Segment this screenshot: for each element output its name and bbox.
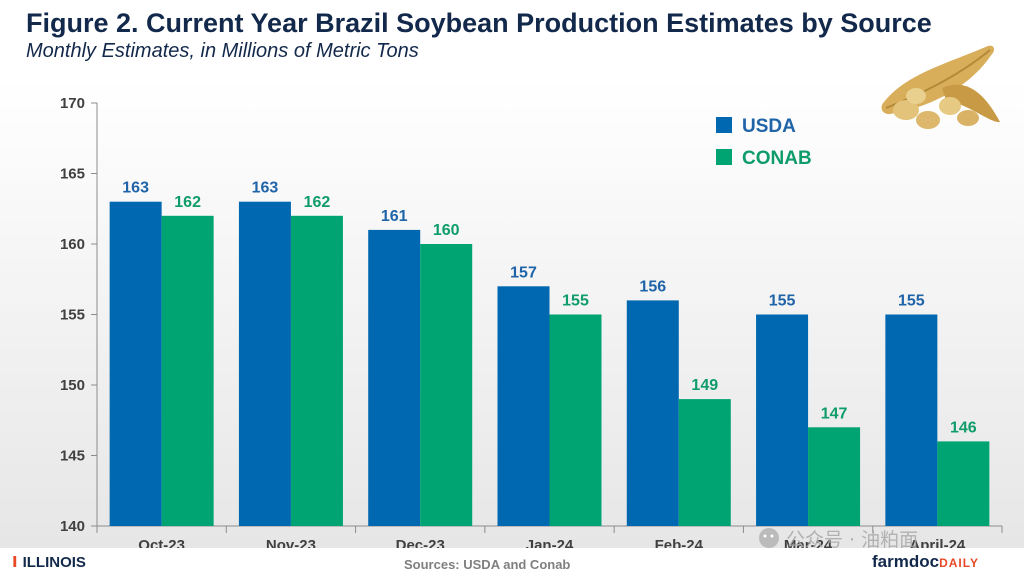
bar-usda bbox=[756, 314, 809, 526]
data-label-usda: 155 bbox=[898, 293, 925, 310]
illinois-i-icon: Ⅰ bbox=[12, 554, 18, 571]
watermark-text: 公众号 · 油粕面 bbox=[786, 529, 918, 551]
y-tick-label: 160 bbox=[60, 236, 85, 253]
illinois-label: ILLINOIS bbox=[22, 554, 86, 571]
bar-conab bbox=[808, 427, 861, 526]
data-label-conab: 162 bbox=[304, 194, 331, 211]
data-label-usda: 157 bbox=[510, 264, 537, 281]
watermark: 公众号 · 油粕面 bbox=[759, 528, 918, 551]
legend-label-conab: CONAB bbox=[742, 148, 812, 169]
y-tick-label: 165 bbox=[60, 166, 85, 183]
bar-usda bbox=[109, 201, 162, 526]
data-label-conab: 155 bbox=[562, 293, 589, 310]
bar-conab bbox=[937, 441, 990, 526]
illinois-logo: Ⅰ ILLINOIS bbox=[12, 553, 86, 571]
legend-label-usda: USDA bbox=[742, 116, 796, 137]
data-label-conab: 149 bbox=[691, 377, 718, 394]
y-tick-label: 150 bbox=[60, 377, 85, 394]
soybean-icon bbox=[881, 45, 1000, 129]
bar-conab bbox=[420, 244, 473, 526]
farmdoc-logo: farmdocDAILY bbox=[872, 552, 979, 572]
data-label-usda: 161 bbox=[381, 208, 408, 225]
y-tick-label: 140 bbox=[60, 518, 85, 535]
data-label-conab: 162 bbox=[174, 194, 201, 211]
bar-conab bbox=[678, 399, 731, 526]
y-tick-label: 170 bbox=[60, 95, 85, 112]
y-tick-label: 155 bbox=[60, 307, 85, 324]
bar-usda bbox=[368, 229, 421, 526]
bars: 163 163 161 157 156 155 155 162 162 160 155 149 147 1… bbox=[109, 180, 990, 527]
farmdoc-daily-label: DAILY bbox=[939, 556, 979, 570]
bar-usda bbox=[626, 300, 679, 526]
wechat-icon bbox=[759, 528, 779, 548]
y-axis: 140 145 150 155 160 165 170 bbox=[60, 95, 98, 535]
bar-conab bbox=[549, 314, 602, 526]
data-label-usda: 163 bbox=[122, 180, 149, 197]
chart-title: Figure 2. Current Year Brazil Soybean Pr… bbox=[26, 8, 932, 38]
bar-conab bbox=[290, 215, 343, 527]
legend-swatch-conab bbox=[716, 149, 732, 165]
bar-usda bbox=[885, 314, 938, 526]
bar-usda bbox=[497, 286, 550, 526]
legend: USDA CONAB bbox=[716, 116, 812, 169]
footer bbox=[0, 548, 1024, 576]
data-label-usda: 156 bbox=[639, 278, 666, 295]
data-label-conab: 160 bbox=[433, 222, 460, 239]
data-label-usda: 155 bbox=[769, 293, 796, 310]
legend-swatch-usda bbox=[716, 117, 732, 133]
sources-note: Sources: USDA and Conab bbox=[404, 557, 571, 572]
bar-conab bbox=[161, 215, 214, 527]
header: Figure 2. Current Year Brazil Soybean Pr… bbox=[0, 0, 1024, 78]
data-label-conab: 146 bbox=[950, 419, 977, 436]
bar-usda bbox=[238, 201, 291, 526]
chart-subtitle: Monthly Estimates, in Millions of Metric… bbox=[26, 40, 419, 62]
data-label-conab: 147 bbox=[821, 405, 848, 422]
farmdoc-label: farmdoc bbox=[872, 552, 940, 571]
data-label-usda: 163 bbox=[252, 180, 279, 197]
y-tick-label: 145 bbox=[60, 448, 85, 465]
